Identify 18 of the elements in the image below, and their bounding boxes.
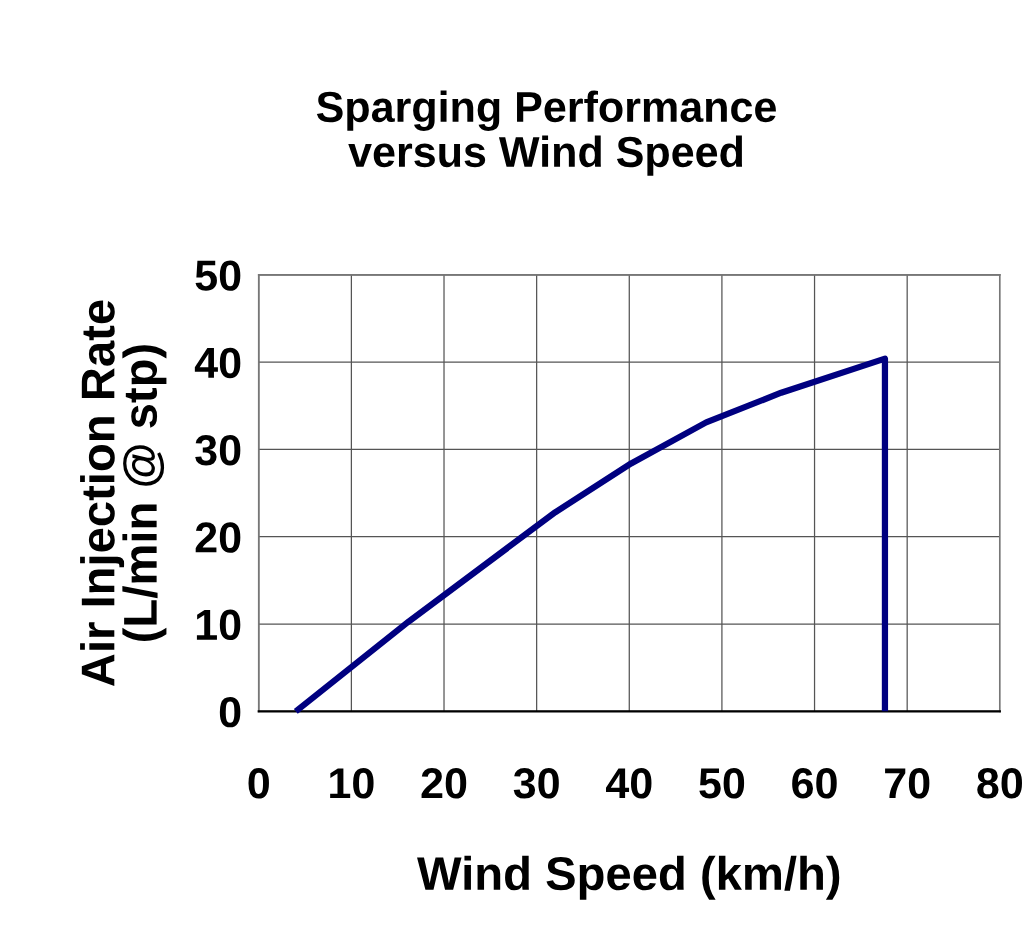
- y-tick-label: 30: [195, 434, 241, 466]
- x-tick-label: 60: [792, 768, 837, 799]
- y-axis-title: Air Injection Rate (L/min @ stp): [80, 300, 167, 687]
- chart-title: Sparging Performance versus Wind Speed: [316, 90, 776, 176]
- x-tick-label: 40: [605, 768, 652, 799]
- y-tick-label: 20: [195, 522, 241, 553]
- x-tick-label: 30: [513, 768, 559, 799]
- x-tick-label: 80: [977, 768, 1022, 799]
- y-tick-label: 40: [194, 347, 241, 379]
- y-tick-label: 0: [219, 696, 241, 728]
- x-tick-label: 10: [330, 768, 374, 799]
- x-tick-label: 0: [248, 768, 269, 799]
- x-tick-label: 20: [421, 768, 467, 799]
- y-tick-label: 50: [195, 260, 241, 291]
- y-tick-label: 10: [196, 609, 241, 641]
- x-tick-label: 70: [885, 768, 930, 799]
- x-axis-title: Wind Speed (km/h): [417, 855, 840, 900]
- x-tick-label: 50: [699, 768, 745, 799]
